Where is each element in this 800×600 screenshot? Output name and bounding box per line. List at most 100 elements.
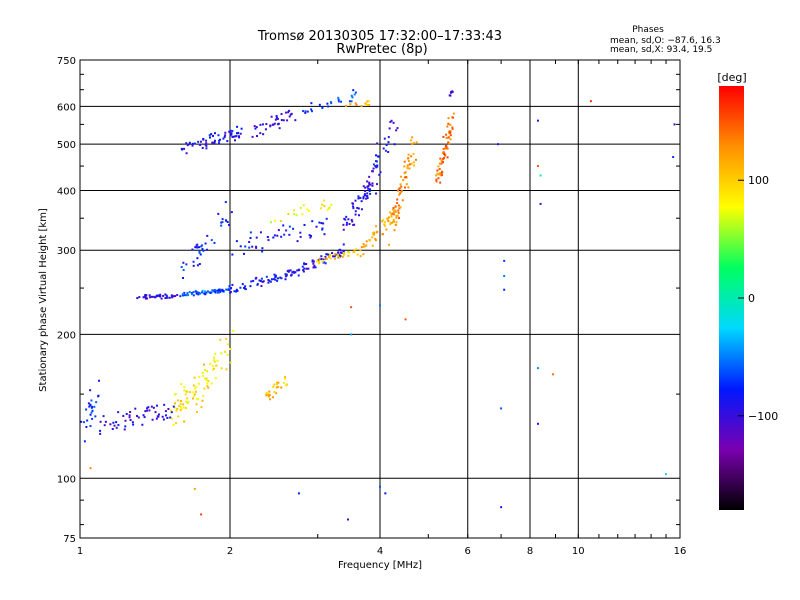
data-point: [268, 390, 271, 393]
data-point: [258, 279, 261, 282]
data-point: [366, 185, 369, 188]
data-point: [192, 260, 195, 263]
data-point: [345, 221, 348, 224]
data-point: [210, 133, 213, 136]
data-point: [125, 412, 128, 415]
data-point: [362, 243, 365, 246]
data-point: [292, 227, 295, 230]
data-point: [350, 333, 353, 336]
data-point: [318, 103, 321, 106]
data-point: [175, 422, 178, 425]
data-point: [198, 291, 201, 294]
data-point: [183, 389, 186, 392]
data-point: [331, 252, 334, 255]
data-point: [212, 367, 215, 370]
data-point: [240, 127, 243, 130]
data-point: [226, 353, 229, 356]
data-point: [294, 271, 297, 274]
data-point: [306, 208, 309, 211]
data-point: [203, 369, 206, 372]
data-point: [236, 289, 239, 292]
data-point: [180, 408, 183, 411]
data-point: [305, 267, 308, 270]
data-point: [222, 290, 225, 293]
data-point: [224, 131, 227, 134]
data-point: [195, 246, 198, 249]
data-point: [142, 296, 145, 299]
data-point: [180, 383, 183, 386]
data-point: [371, 236, 374, 239]
data-point: [161, 415, 164, 418]
data-point: [206, 234, 209, 237]
axis-ticks: 1 2 4 6 8 10 16 75 100 200 300 400 500 600 750: [57, 56, 686, 557]
data-point: [285, 229, 288, 232]
data-point: [371, 184, 374, 187]
data-point: [155, 294, 158, 297]
data-point: [406, 164, 409, 167]
data-point: [400, 189, 403, 192]
data-point: [392, 218, 395, 221]
data-point: [326, 102, 329, 105]
data-point: [168, 296, 171, 299]
data-point: [87, 402, 90, 405]
data-point: [218, 142, 221, 145]
data-point: [287, 269, 290, 272]
data-point: [211, 364, 214, 367]
data-point: [227, 288, 230, 291]
data-point: [375, 183, 378, 186]
data-point: [159, 295, 162, 298]
data-point: [272, 236, 275, 239]
data-point: [395, 129, 398, 132]
data-point: [503, 259, 506, 262]
data-point: [123, 428, 126, 431]
data-point: [320, 222, 323, 225]
data-point: [186, 397, 189, 400]
data-point: [203, 290, 206, 293]
data-point: [451, 126, 454, 129]
data-point: [342, 243, 345, 246]
data-point: [449, 131, 452, 134]
data-point: [229, 291, 232, 294]
data-point: [383, 223, 386, 226]
data-point: [394, 209, 397, 212]
data-point: [445, 137, 448, 140]
data-point: [403, 165, 406, 168]
data-point: [369, 239, 372, 242]
data-point: [275, 115, 278, 118]
data-point: [203, 292, 206, 295]
data-point: [383, 137, 386, 140]
data-point: [343, 253, 346, 256]
data-point: [256, 283, 259, 286]
data-point: [219, 288, 222, 291]
data-point: [200, 245, 203, 248]
data-point: [333, 257, 336, 260]
data-point: [154, 411, 157, 414]
data-point: [326, 208, 329, 211]
data-point: [403, 160, 406, 163]
data-point: [395, 216, 398, 219]
data-point: [210, 382, 213, 385]
data-point: [214, 377, 217, 380]
data-point: [80, 420, 83, 423]
data-point: [309, 236, 312, 239]
data-point: [352, 251, 355, 254]
data-point: [191, 142, 194, 145]
data-point: [267, 239, 270, 242]
data-point: [347, 254, 350, 257]
data-point: [352, 89, 355, 92]
data-point: [207, 380, 210, 383]
data-point: [196, 410, 199, 413]
data-point: [552, 373, 555, 376]
data-point: [276, 117, 279, 120]
data-point: [325, 257, 328, 260]
data-point: [350, 218, 353, 221]
data-point: [191, 144, 194, 147]
data-point: [148, 409, 151, 412]
data-point: [215, 364, 218, 367]
data-point: [360, 104, 363, 107]
data-point: [288, 115, 291, 118]
data-point: [233, 139, 236, 142]
data-point: [389, 223, 392, 226]
colorbar: [deg] 100 0 −100: [717, 71, 778, 510]
data-point: [117, 411, 120, 414]
